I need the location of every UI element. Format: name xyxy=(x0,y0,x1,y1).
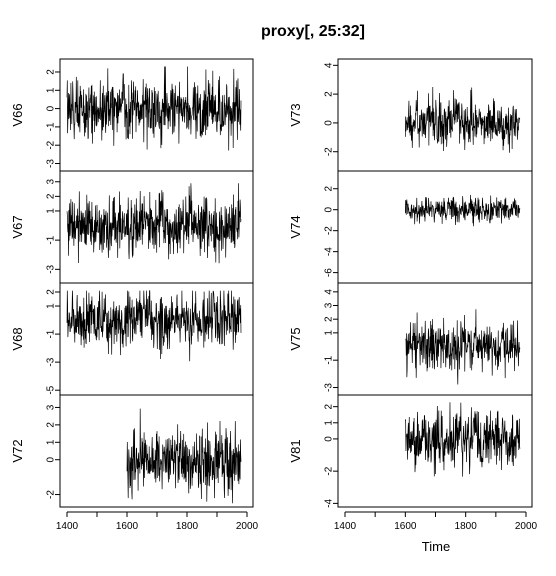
y-axis-label: V72 xyxy=(10,439,25,462)
series-line-v66 xyxy=(66,66,242,151)
series-line-v73 xyxy=(404,87,521,153)
y-tick-label: -2 xyxy=(46,140,57,149)
y-axis-label: V74 xyxy=(288,215,303,238)
y-tick-label: -3 xyxy=(46,159,57,168)
x-axis-left: 1400 1600 1800 2000 xyxy=(56,511,259,532)
series-line-v72 xyxy=(126,408,242,504)
x-tick-label: 1600 xyxy=(394,521,417,532)
x-tick-label: 2000 xyxy=(236,521,259,532)
y-axis-label: V67 xyxy=(10,215,25,238)
series-line-v67 xyxy=(66,183,242,264)
y-tick-label: 1 xyxy=(46,208,57,214)
y-tick-label: 0 xyxy=(46,456,57,462)
panel-v68: -5 -3 -1 1 2 V68 xyxy=(10,282,254,396)
panel-v67: -3 -1 1 2 3 V67 xyxy=(10,170,254,284)
y-tick-label: -3 xyxy=(46,357,57,366)
y-tick-label: 2 xyxy=(324,91,335,97)
y-tick-label: 1 xyxy=(46,303,57,309)
y-axis-label: V81 xyxy=(288,439,303,462)
y-tick-label: -3 xyxy=(46,264,57,273)
y-tick-label: -2 xyxy=(324,226,335,235)
y-tick-label: -1 xyxy=(46,235,57,244)
y-tick-label: -2 xyxy=(324,147,335,156)
chart-title: proxy[, 25:32] xyxy=(261,23,365,40)
x-tick-label: 1800 xyxy=(455,521,478,532)
y-tick-label: 2 xyxy=(324,403,335,409)
x-tick-label: 1600 xyxy=(116,521,139,532)
y-tick-label: 0 xyxy=(324,120,335,126)
y-tick-label: 2 xyxy=(46,422,57,428)
y-tick-label: 3 xyxy=(324,302,335,308)
y-tick-label: 3 xyxy=(46,179,57,185)
y-tick-label: 0 xyxy=(46,105,57,111)
y-tick-label: -4 xyxy=(324,499,335,508)
x-axes-group: 1400 1600 1800 2000 1400 1600 1800 2000 xyxy=(56,511,538,532)
y-tick-label: -6 xyxy=(324,268,335,277)
y-tick-label: 2 xyxy=(46,69,57,75)
series-line-v75 xyxy=(405,309,521,385)
y-tick-label: 3 xyxy=(46,404,57,410)
y-tick-label: -3 xyxy=(324,383,335,392)
y-tick-label: 2 xyxy=(46,193,57,199)
panel-v72: -2 0 1 2 3 V72 xyxy=(10,394,254,508)
y-tick-label: 2 xyxy=(324,186,335,192)
panel-v74: -6 -4 -2 0 2 V74 xyxy=(288,170,533,284)
x-tick-label: 1400 xyxy=(334,521,357,532)
y-tick-label: 1 xyxy=(46,87,57,93)
y-axis-label: V66 xyxy=(10,103,25,126)
y-tick-label: 1 xyxy=(46,439,57,445)
y-tick-label: -2 xyxy=(324,466,335,475)
panel-v66: -3 -2 -1 0 1 2 V66 xyxy=(10,58,254,172)
y-tick-label: -1 xyxy=(46,329,57,338)
y-tick-label: 1 xyxy=(324,330,335,336)
x-tick-label: 1800 xyxy=(176,521,199,532)
panel-v73: -2 0 2 4 V73 xyxy=(288,58,533,172)
panel-frame xyxy=(337,394,533,508)
panel-v81: -4 -2 0 1 2 V81 xyxy=(288,394,533,508)
y-tick-label: -1 xyxy=(46,122,57,131)
x-tick-label: 2000 xyxy=(515,521,538,532)
y-tick-label: 0 xyxy=(324,206,335,212)
y-axis-label: V75 xyxy=(288,327,303,350)
y-tick-label: 1 xyxy=(324,420,335,426)
y-tick-label: -5 xyxy=(46,385,57,394)
x-axis-right: 1400 1600 1800 2000 xyxy=(334,511,538,532)
y-axis-label: V73 xyxy=(288,103,303,126)
y-tick-label: -1 xyxy=(324,355,335,364)
x-axis-label: Time xyxy=(422,539,450,554)
y-tick-label: 2 xyxy=(46,289,57,295)
panel-v75: -3 -1 1 2 3 4 V75 xyxy=(288,282,533,396)
y-tick-label: 0 xyxy=(324,436,335,442)
y-tick-label: -2 xyxy=(46,490,57,499)
y-tick-label: 4 xyxy=(324,62,335,68)
panel-frame xyxy=(337,58,533,172)
y-tick-label: 4 xyxy=(324,289,335,295)
series-line-v81 xyxy=(404,402,521,477)
panel-frame xyxy=(337,170,533,284)
x-tick-label: 1400 xyxy=(56,521,79,532)
panels-group: -3 -2 -1 0 1 2 V66 -3 -1 1 2 3 V67 -5 -3 -1 1 2 V68 -2 0 1 2 3 V… xyxy=(10,58,533,508)
y-axis-label: V68 xyxy=(10,327,25,350)
y-tick-label: -4 xyxy=(324,247,335,256)
panel-frame xyxy=(59,394,254,508)
y-tick-label: 2 xyxy=(324,316,335,322)
series-line-v68 xyxy=(66,290,242,362)
series-line-v74 xyxy=(404,194,521,227)
